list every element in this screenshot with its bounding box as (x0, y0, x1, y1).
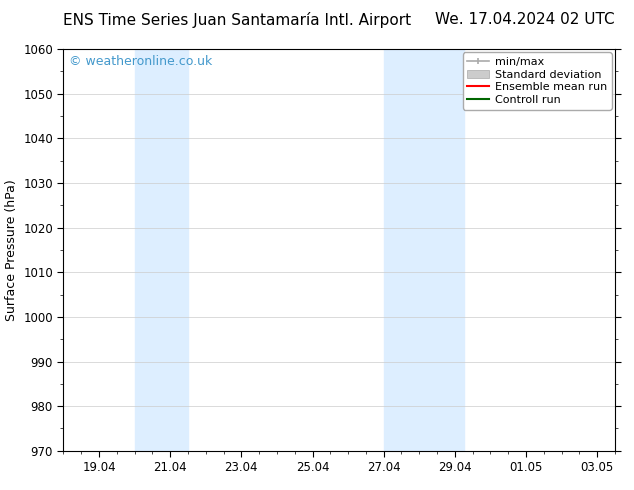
Y-axis label: Surface Pressure (hPa): Surface Pressure (hPa) (4, 179, 18, 321)
Text: ENS Time Series Juan Santamaría Intl. Airport: ENS Time Series Juan Santamaría Intl. Ai… (63, 12, 411, 28)
Text: © weatheronline.co.uk: © weatheronline.co.uk (69, 55, 212, 68)
Bar (134, 49, 188, 451)
Bar (384, 49, 463, 451)
Legend: min/max, Standard deviation, Ensemble mean run, Controll run: min/max, Standard deviation, Ensemble me… (463, 52, 612, 110)
Text: We. 17.04.2024 02 UTC: We. 17.04.2024 02 UTC (436, 12, 615, 27)
